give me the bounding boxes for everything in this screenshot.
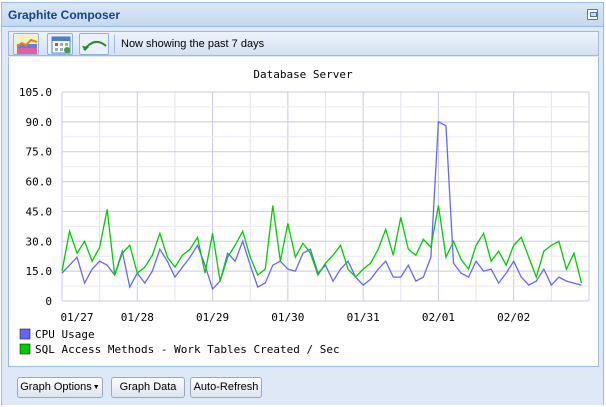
y-tick-label: 105.0 [19,86,52,99]
series-line-cpu-usage [61,120,582,291]
chart-title: Database Server [253,68,353,81]
graph-options-button[interactable]: Graph Options▼ [17,377,103,398]
x-tick-label: 01/31 [347,311,380,324]
toolbar: Now showing the past 7 days [8,31,599,56]
auto-refresh-button[interactable]: Auto-Refresh [190,377,262,398]
graph-icon [15,35,38,54]
graph-button[interactable] [13,33,39,55]
graph-panel: Database Server 0 15.0 30.0 45.0 60.0 75.0 90.… [8,57,599,367]
x-tick-label: 01/29 [196,311,229,324]
legend-swatch [19,328,31,340]
collapse-icon[interactable] [587,9,598,20]
graph-data-label: Graph Data [119,381,177,393]
toolbar-separator [114,35,115,53]
y-tick-label: 90.0 [26,116,53,129]
y-tick-label: 15.0 [26,265,53,278]
bottom-toolbar: Graph Options▼ Graph Data Auto-Refresh [2,369,603,405]
y-tick-label: 60.0 [26,176,53,189]
y-tick-label: 30.0 [26,235,53,248]
x-tick-label: 01/28 [121,311,154,324]
y-tick-label: 45.0 [26,205,53,218]
y-tick-label: 0 [45,295,52,308]
calendar-button[interactable] [47,33,73,55]
graph-data-button[interactable]: Graph Data [111,377,185,398]
undo-arc-icon [82,40,107,51]
legend-swatch [19,343,31,355]
line-chart: Database Server 0 15.0 30.0 45.0 60.0 75.0 90.… [19,68,590,356]
auto-refresh-label: Auto-Refresh [193,381,259,393]
dropdown-arrow-icon: ▼ [92,384,100,391]
legend-label: CPU Usage [35,328,95,341]
x-tick-label: 02/02 [497,311,530,324]
x-tick-label: 01/30 [271,311,304,324]
graph-options-label: Graph Options [20,381,92,393]
x-tick-label: 01/27 [60,311,93,324]
time-range-status: Now showing the past 7 days [121,38,265,50]
calendar-icon [51,36,71,54]
y-tick-label: 75.0 [26,146,53,159]
undo-button[interactable] [79,33,109,55]
series-line-sql-work-tables [61,205,583,284]
title-bar: Graphite Composer [2,3,603,27]
window-title: Graphite Composer [8,8,121,22]
legend-label: SQL Access Methods - Work Tables Created… [35,343,340,356]
x-tick-label: 02/01 [422,311,455,324]
